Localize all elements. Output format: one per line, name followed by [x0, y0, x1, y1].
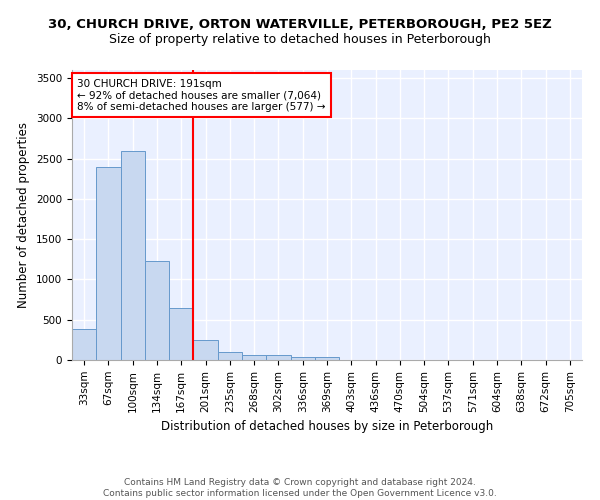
Text: Contains HM Land Registry data © Crown copyright and database right 2024.
Contai: Contains HM Land Registry data © Crown c… [103, 478, 497, 498]
X-axis label: Distribution of detached houses by size in Peterborough: Distribution of detached houses by size … [161, 420, 493, 433]
Bar [315, 357, 339, 360]
Bar [121, 150, 145, 360]
Bar [169, 308, 193, 360]
Bar [145, 261, 169, 360]
Text: 30 CHURCH DRIVE: 191sqm
← 92% of detached houses are smaller (7,064)
8% of semi-: 30 CHURCH DRIVE: 191sqm ← 92% of detache… [77, 78, 326, 112]
Bar [72, 328, 96, 360]
Bar [218, 352, 242, 360]
Text: Size of property relative to detached houses in Peterborough: Size of property relative to detached ho… [109, 32, 491, 46]
Bar [290, 357, 315, 360]
Bar [193, 340, 218, 360]
Bar [242, 355, 266, 360]
Y-axis label: Number of detached properties: Number of detached properties [17, 122, 31, 308]
Bar [266, 355, 290, 360]
Text: 30, CHURCH DRIVE, ORTON WATERVILLE, PETERBOROUGH, PE2 5EZ: 30, CHURCH DRIVE, ORTON WATERVILLE, PETE… [48, 18, 552, 30]
Bar [96, 166, 121, 360]
